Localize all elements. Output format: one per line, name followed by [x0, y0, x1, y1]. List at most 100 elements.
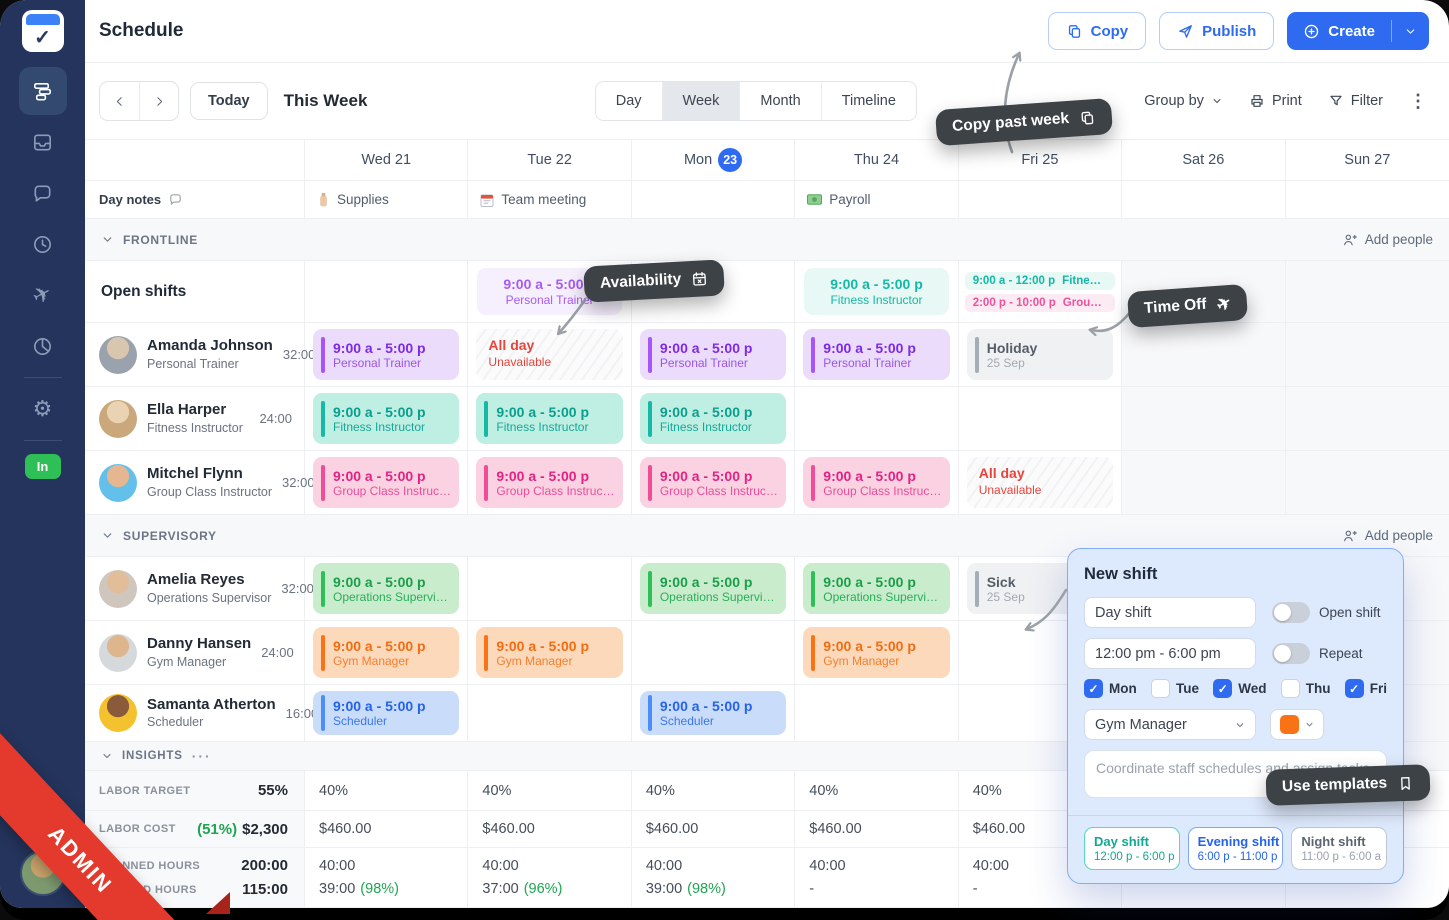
day-header-tue-22[interactable]: Tue 22: [468, 140, 632, 181]
person-cell[interactable]: Ella Harper Fitness Instructor 24:00: [85, 387, 305, 451]
day-header-sat-26[interactable]: Sat 26: [1122, 140, 1286, 181]
shift-card[interactable]: 9:00 a - 5:00 p Personal Trainer: [803, 329, 950, 380]
shift-card[interactable]: 9:00 a - 5:00 p Gym Manager: [803, 627, 950, 678]
sidebar-item-reports[interactable]: [19, 322, 67, 370]
schedule-cell[interactable]: [631, 621, 796, 685]
shift-card[interactable]: 9:00 a - 5:00 p Group Class Instructor: [639, 457, 787, 508]
add-people-button[interactable]: Add people: [1342, 232, 1433, 248]
clock-in-badge[interactable]: In: [24, 454, 61, 479]
add-people-button[interactable]: Add people: [1342, 528, 1433, 544]
chevron-down-icon[interactable]: [101, 750, 113, 762]
open-shift-mini-card[interactable]: 9:00 a - 12:00 p Fitness I...: [964, 271, 1116, 290]
sidebar-item-chat[interactable]: [19, 169, 67, 217]
schedule-cell[interactable]: [631, 261, 796, 323]
shift-card[interactable]: 9:00 a - 5:00 p Personal Trainer: [313, 329, 460, 380]
print-button[interactable]: Print: [1249, 93, 1302, 109]
chevron-down-icon[interactable]: [101, 233, 114, 246]
day-note-cell[interactable]: [958, 181, 1123, 219]
template-chip-evening-shift[interactable]: Evening shift 6:00 p - 11:00 p: [1187, 827, 1284, 870]
schedule-cell[interactable]: [795, 685, 959, 742]
shift-card[interactable]: 9:00 a - 5:00 p Fitness Instructor: [639, 393, 787, 444]
schedule-cell[interactable]: 9:00 a - 5:00 p Fitness Instructor: [468, 387, 632, 451]
shift-card[interactable]: 9:00 a - 5:00 p Personal Trainer: [639, 329, 787, 380]
repeat-toggle[interactable]: [1272, 643, 1310, 664]
schedule-cell[interactable]: 9:00 a - 5:00 p Group Class Instructor: [795, 451, 959, 515]
schedule-cell[interactable]: 9:00 a - 5:00 p Fitness Instructor: [305, 387, 469, 451]
schedule-cell[interactable]: 9:00 a - 5:00 p Fitness Instructor: [795, 261, 959, 323]
schedule-cell[interactable]: 9:00 a - 5:00 p Group Class Instructor: [468, 451, 632, 515]
open-shift-mini-card[interactable]: 2:00 p - 10:00 p Group Class: [964, 293, 1116, 312]
schedule-cell[interactable]: 9:00 a - 5:00 p Group Class Instructor: [631, 451, 796, 515]
schedule-cell[interactable]: [958, 387, 1123, 451]
create-button[interactable]: Create: [1287, 12, 1429, 50]
template-chip-day-shift[interactable]: Day shift 12:00 p - 6:00 p: [1084, 827, 1180, 870]
today-button[interactable]: Today: [190, 82, 268, 120]
tab-timeline[interactable]: Timeline: [820, 82, 916, 120]
person-cell[interactable]: Samanta Atherton Scheduler 16:00: [85, 685, 318, 742]
schedule-cell[interactable]: 9:00 a - 5:00 p Gym Manager: [795, 621, 959, 685]
schedule-cell[interactable]: [305, 261, 469, 323]
more-options-kebab[interactable]: ⋮: [1409, 90, 1427, 111]
tab-week[interactable]: Week: [661, 82, 740, 120]
weekday-checkbox-wed[interactable]: ✓ Wed: [1213, 679, 1266, 698]
app-logo-calendar-icon[interactable]: ✓: [21, 10, 64, 52]
schedule-cell[interactable]: [1285, 323, 1449, 387]
schedule-cell[interactable]: [1285, 387, 1449, 451]
shift-card[interactable]: 9:00 a - 5:00 p Scheduler: [313, 691, 460, 735]
weekday-checkbox-fri[interactable]: ✓ Fri: [1344, 679, 1387, 698]
filter-button[interactable]: Filter: [1328, 93, 1383, 109]
unavailable-block[interactable]: All day Unavailable: [476, 329, 623, 380]
open-shift-card[interactable]: 9:00 a - 5:00 p Fitness Instructor: [804, 268, 949, 315]
schedule-cell[interactable]: [468, 685, 632, 742]
weekday-checkbox-tue[interactable]: Tue: [1150, 679, 1199, 698]
person-cell[interactable]: Amanda Johnson Personal Trainer 32:00: [85, 323, 315, 387]
role-select[interactable]: Gym Manager: [1084, 709, 1256, 740]
schedule-cell[interactable]: 9:00 a - 5:00 p Personal Trainer: [795, 323, 959, 387]
schedule-cell[interactable]: [468, 557, 632, 621]
day-note-cell[interactable]: [631, 181, 796, 219]
sidebar-item-inbox[interactable]: [19, 118, 67, 166]
schedule-cell[interactable]: 9:00 a - 5:00 p Operations Supervisor: [631, 557, 796, 621]
shift-card[interactable]: 9:00 a - 5:00 p Operations Supervisor: [639, 563, 787, 614]
schedule-cell[interactable]: [1122, 323, 1286, 387]
shift-time-input[interactable]: [1084, 638, 1256, 669]
sidebar-item-time-off[interactable]: ✈: [19, 271, 67, 319]
person-cell[interactable]: Amelia Reyes Operations Supervisor 32:00: [85, 557, 314, 621]
person-cell[interactable]: Danny Hansen Gym Manager 24:00: [85, 621, 305, 685]
insights-more-kebab[interactable]: ···: [191, 748, 212, 764]
next-week-button[interactable]: [139, 82, 178, 120]
copy-button[interactable]: Copy: [1047, 12, 1147, 50]
day-header-fri-25[interactable]: Fri 25: [958, 140, 1123, 181]
schedule-cell[interactable]: [1122, 387, 1286, 451]
schedule-cell[interactable]: 9:00 a - 5:00 p Gym Manager: [468, 621, 632, 685]
weekday-checkbox-mon[interactable]: ✓ Mon: [1084, 679, 1137, 698]
shift-color-select[interactable]: [1270, 709, 1324, 740]
shift-card[interactable]: 9:00 a - 5:00 p Operations Supervisor: [803, 563, 950, 614]
shift-card[interactable]: 9:00 a - 5:00 p Fitness Instructor: [476, 393, 623, 444]
schedule-cell[interactable]: 9:00 a - 5:00 p Scheduler: [305, 685, 469, 742]
shift-card[interactable]: 9:00 a - 5:00 p Group Class Instructor: [803, 457, 950, 508]
schedule-cell[interactable]: 9:00 a - 5:00 p Gym Manager: [305, 621, 469, 685]
day-note-cell[interactable]: [1122, 181, 1286, 219]
weekday-checkbox-thu[interactable]: Thu: [1280, 679, 1330, 698]
tab-month[interactable]: Month: [739, 82, 821, 120]
schedule-cell[interactable]: All day Unavailable: [468, 323, 632, 387]
schedule-cell[interactable]: [1285, 261, 1449, 323]
shift-card[interactable]: 9:00 a - 5:00 p Group Class Instructor: [476, 457, 623, 508]
publish-button[interactable]: Publish: [1159, 12, 1275, 50]
chevron-down-icon[interactable]: [101, 529, 114, 542]
schedule-cell[interactable]: 9:00 a - 5:00 p Scheduler: [631, 685, 796, 742]
open-shift-toggle[interactable]: [1272, 602, 1310, 623]
day-header-mon[interactable]: Mon 23: [631, 140, 796, 181]
schedule-cell[interactable]: 9:00 a - 5:00 p Personal Trainer: [305, 323, 469, 387]
shift-card[interactable]: 9:00 a - 5:00 p Operations Supervisor: [313, 563, 460, 614]
shift-name-input[interactable]: [1084, 597, 1256, 628]
template-chip-night-shift[interactable]: Night shift 11:00 p - 6:00 a: [1291, 827, 1388, 870]
prev-week-button[interactable]: [100, 82, 139, 120]
day-header-wed-21[interactable]: Wed 21: [305, 140, 469, 181]
tab-day[interactable]: Day: [595, 82, 662, 120]
schedule-cell[interactable]: [1285, 451, 1449, 515]
sidebar-item-schedule[interactable]: [18, 67, 67, 115]
person-cell[interactable]: Mitchel Flynn Group Class Instructor 32:00: [85, 451, 315, 515]
schedule-cell[interactable]: 9:00 a - 5:00 p Operations Supervisor: [305, 557, 469, 621]
